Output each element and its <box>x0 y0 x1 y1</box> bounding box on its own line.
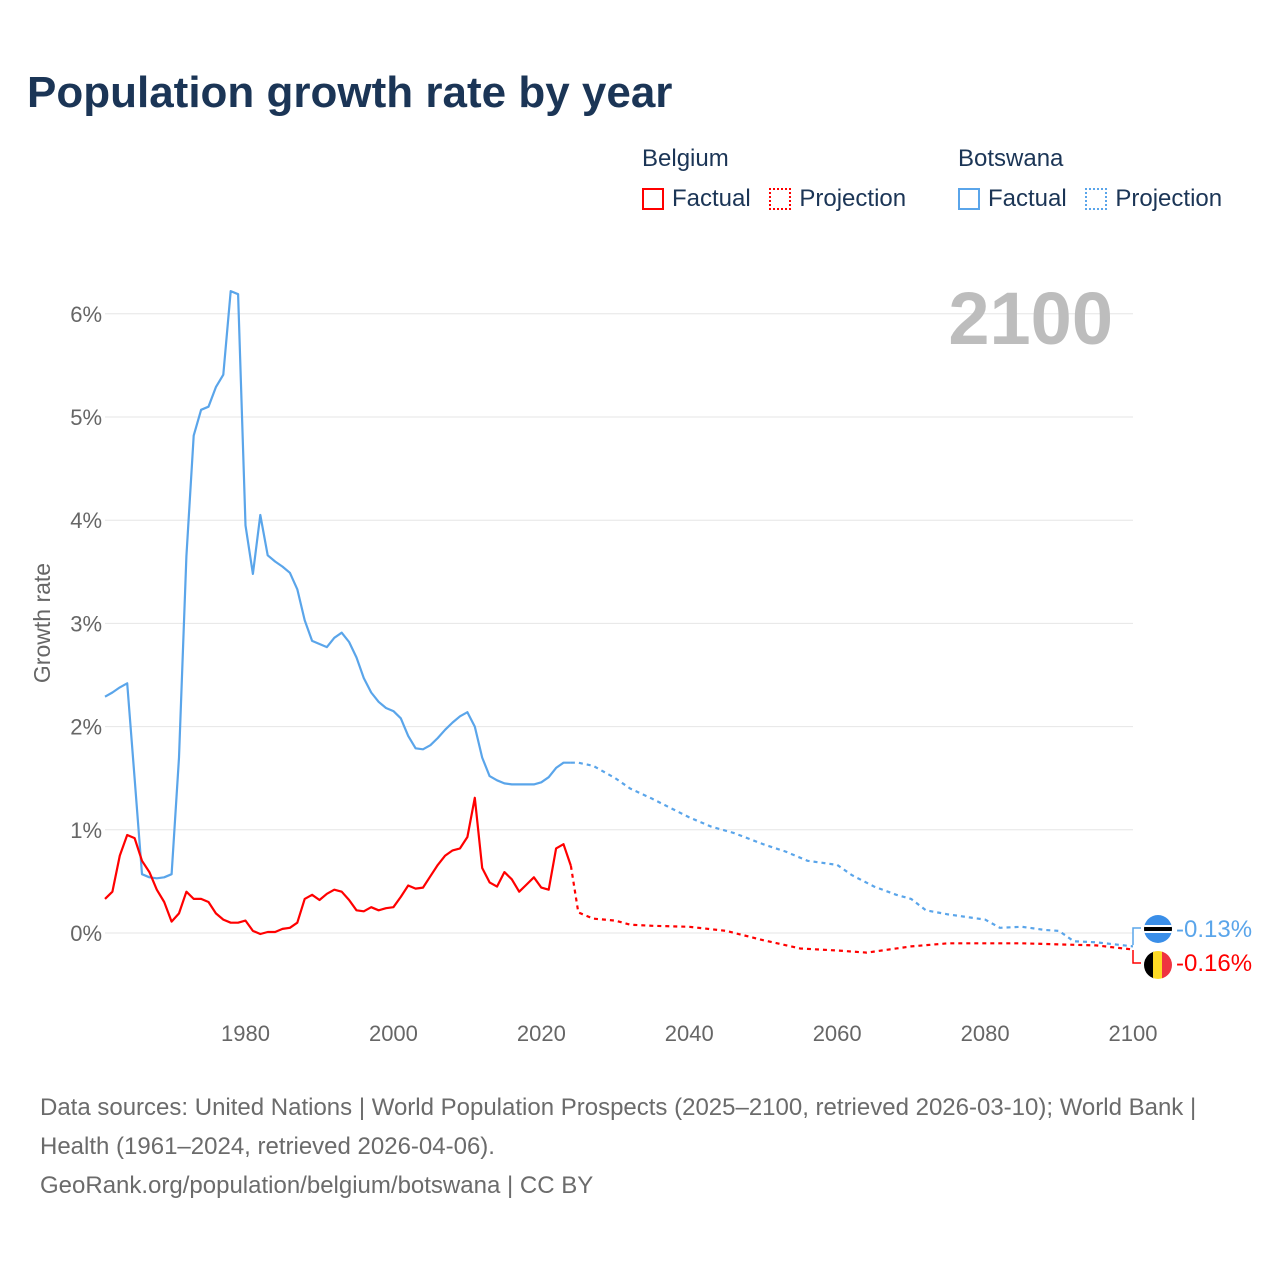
belgium-flag-icon <box>1144 951 1172 979</box>
belgium-factual-line <box>104 796 572 936</box>
y-tick-label: 4% <box>70 508 102 533</box>
legend-group-name: Belgium <box>642 145 729 172</box>
y-tick-label: 1% <box>70 818 102 843</box>
legend-label: Projection <box>799 185 907 212</box>
dotted-swatch-icon <box>769 188 792 210</box>
legend-botswana-factual[interactable]: Factual <box>958 185 1067 213</box>
belgium-projection-line <box>569 865 1134 954</box>
y-tick-label: 5% <box>70 405 102 430</box>
legend-botswana: Botswana Factual Projection <box>958 145 1234 217</box>
solid-swatch-icon <box>958 188 980 210</box>
data-sources: Data sources: United Nations | World Pop… <box>40 1094 1197 1160</box>
legend-belgium-projection[interactable]: Projection <box>769 185 906 213</box>
y-tick-label: 3% <box>70 611 102 636</box>
botswana-connector <box>1132 927 1141 945</box>
legend-label: Projection <box>1115 185 1223 212</box>
page-title: Population growth rate by year <box>27 68 673 117</box>
belgium-end-label: -0.16% <box>1176 950 1252 977</box>
x-tick-label: 2060 <box>813 1021 862 1046</box>
legend-botswana-projection[interactable]: Projection <box>1085 185 1222 213</box>
dotted-swatch-icon <box>1085 188 1108 210</box>
botswana-flag-icon <box>1144 915 1172 943</box>
solid-swatch-icon <box>642 188 664 210</box>
legend-label: Factual <box>672 185 751 212</box>
botswana-projection-line <box>570 761 1134 948</box>
y-axis-label: Growth rate <box>29 563 55 683</box>
y-tick-label: 2% <box>70 715 102 740</box>
y-tick-label: 6% <box>70 302 102 327</box>
legend-belgium-factual[interactable]: Factual <box>642 185 751 213</box>
footer: Data sources: United Nations | World Pop… <box>40 1088 1240 1205</box>
current-year-label: 2100 <box>948 277 1113 360</box>
x-tick-label: 2000 <box>369 1021 418 1046</box>
legend-group-name: Botswana <box>958 145 1064 172</box>
belgium-connector <box>1132 950 1141 964</box>
legend-belgium: Belgium Factual Projection <box>642 145 918 217</box>
botswana-end-label: -0.13% <box>1176 916 1252 943</box>
x-tick-label: 2020 <box>517 1021 566 1046</box>
legend-label: Factual <box>988 185 1067 212</box>
x-tick-label: 2100 <box>1109 1021 1158 1046</box>
x-tick-label: 2080 <box>961 1021 1010 1046</box>
source-link[interactable]: GeoRank.org/population/belgium/botswana … <box>40 1172 594 1199</box>
y-tick-label: 0% <box>70 921 102 946</box>
x-tick-label: 1980 <box>221 1021 270 1046</box>
botswana-factual-line <box>104 290 571 880</box>
x-tick-label: 2040 <box>665 1021 714 1046</box>
